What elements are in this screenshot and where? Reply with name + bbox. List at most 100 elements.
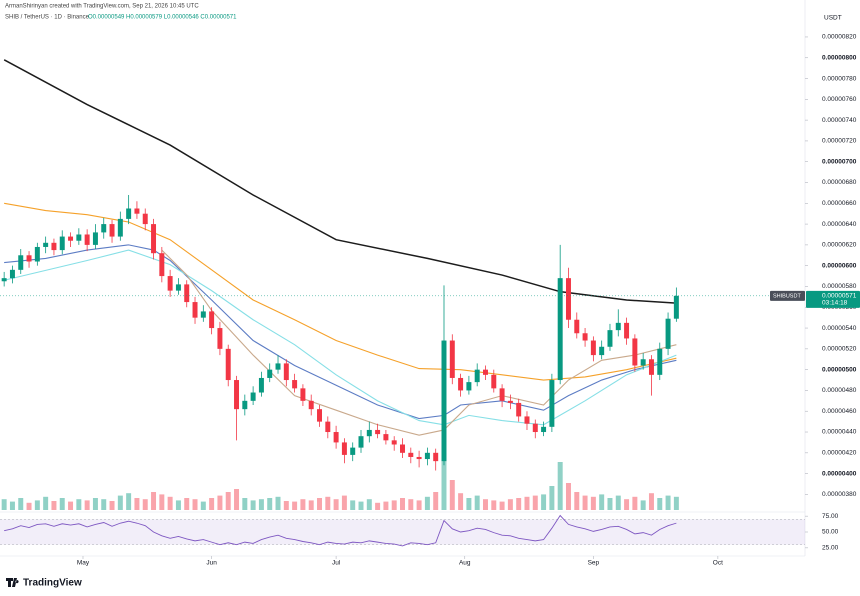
candle-body <box>648 359 654 375</box>
volume-bar <box>101 499 107 510</box>
y-tick-label: 0.00000740 <box>822 117 857 124</box>
volume-bar <box>632 496 638 510</box>
volume-bar <box>341 495 347 510</box>
volume-bar <box>507 499 513 510</box>
volume-bar <box>499 501 505 510</box>
y-tick-label: 0.00000420 <box>822 450 857 457</box>
y-tick-label: 0.00000600 <box>822 262 857 269</box>
candle-body <box>175 284 181 291</box>
candle-body <box>491 374 497 389</box>
volume-bar <box>416 500 422 510</box>
candle-body <box>275 363 281 370</box>
volume-bar <box>582 495 588 510</box>
candle-body <box>507 400 513 403</box>
volume-bar <box>51 501 57 510</box>
volume-bar <box>317 498 322 510</box>
y-tick-label: 0.00000400 <box>822 470 857 477</box>
candle-body <box>590 340 596 356</box>
candle-body <box>615 322 621 331</box>
volume-bar <box>159 494 165 510</box>
candle-body <box>18 255 24 270</box>
rsi-line <box>4 514 677 547</box>
volume-bar <box>292 501 298 510</box>
volume-bar <box>142 499 148 510</box>
candle-body <box>234 380 240 410</box>
volume-bar <box>258 499 264 510</box>
volume-bar <box>541 494 547 510</box>
volume-bar <box>283 501 289 510</box>
volume-bar <box>200 501 206 510</box>
candle-body <box>607 330 613 347</box>
candle-body <box>283 363 289 381</box>
y-tick-label: 0.00000780 <box>822 75 857 82</box>
candle-body <box>325 421 331 433</box>
volume-bar <box>565 483 571 510</box>
rsi-tick-label: 25.00 <box>822 545 839 552</box>
volume-bar <box>408 499 414 510</box>
candle-body <box>167 276 173 291</box>
volume-bar <box>491 500 497 510</box>
candle-body <box>541 426 547 433</box>
volume-bar <box>599 494 605 510</box>
candle-body <box>9 269 15 279</box>
ohlc: O0.00000549 H0.00000579 L0.00000546 C0.0… <box>88 15 237 21</box>
volume-bar <box>673 496 679 510</box>
volume-bar <box>167 496 173 510</box>
candle-body <box>1 278 7 282</box>
y-tick-label: 0.00000580 <box>822 283 857 290</box>
volume-bar <box>117 495 123 510</box>
candle-body <box>341 442 347 455</box>
volume-bar <box>516 498 522 510</box>
volume-bar <box>375 502 381 510</box>
y-tick-label: 0.00000660 <box>822 200 857 207</box>
attribution: ArmanShirinyan created with TradingView.… <box>5 4 199 10</box>
candle-body <box>549 380 555 427</box>
candle-body <box>599 346 605 356</box>
volume-bar <box>350 500 356 510</box>
candle-body <box>51 242 57 251</box>
volume-bar <box>648 493 654 510</box>
volume-bar <box>549 486 555 510</box>
candle-body <box>458 377 464 391</box>
candle-body <box>250 392 256 401</box>
candle-body <box>640 359 646 366</box>
candle-body <box>366 429 372 437</box>
candle-body <box>258 377 264 393</box>
y-tick-label: 0.00000680 <box>822 179 857 186</box>
candle-body <box>524 416 530 424</box>
candle-body <box>333 432 339 443</box>
y-tick-label: 0.00000500 <box>822 366 857 373</box>
volume-bar <box>366 499 372 510</box>
volume-bar <box>557 462 563 510</box>
candle-body <box>383 434 389 441</box>
volume-bar <box>234 489 240 510</box>
y-tick-label: 0.00000800 <box>822 54 857 61</box>
volume-bar <box>92 498 98 510</box>
volume-bar <box>217 495 223 510</box>
candle-body <box>673 295 679 319</box>
volume-bar <box>225 492 231 510</box>
candle-body <box>292 380 298 389</box>
candle-body <box>217 328 223 349</box>
volume-bar <box>574 492 580 510</box>
candle-body <box>391 440 397 445</box>
candle-body <box>267 369 273 378</box>
moving-average <box>161 249 677 436</box>
y-tick-label: 0.00000720 <box>822 138 857 145</box>
volume-bar <box>358 501 364 510</box>
candle-body <box>317 409 322 422</box>
volume-bar <box>26 502 32 510</box>
candle-body <box>68 236 74 241</box>
rsi-band <box>0 519 805 545</box>
logo-icon <box>6 578 19 587</box>
candle-body <box>209 311 215 329</box>
candle-body <box>184 284 190 303</box>
candle-body <box>582 333 588 341</box>
candle-body <box>449 340 455 378</box>
candle-body <box>408 452 414 457</box>
volume-bar <box>441 453 447 510</box>
y-tick-label: 0.00000700 <box>822 158 857 165</box>
y-tick-label: 0.00000760 <box>822 96 857 103</box>
